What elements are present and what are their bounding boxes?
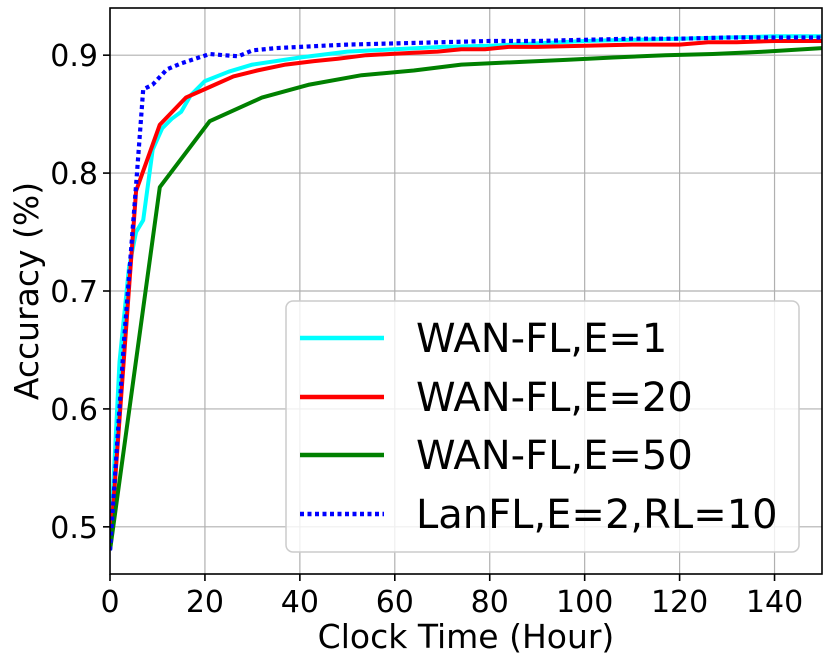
x-tick-label: 0 (100, 585, 119, 620)
series-line (110, 35, 822, 551)
x-tick-label: 140 (746, 585, 803, 620)
legend-box (285, 300, 800, 553)
legend-label: WAN-FL,E=20 (416, 375, 693, 421)
y-tick-label: 0.9 (50, 39, 98, 74)
y-tick-label: 0.8 (50, 157, 98, 192)
series-line (110, 46, 822, 551)
y-tick-label: 0.6 (50, 393, 98, 428)
series-lines (110, 34, 822, 551)
legend-label: WAN-FL,E=1 (416, 316, 667, 362)
x-tick-label: 60 (376, 585, 414, 620)
y-tick-label: 0.7 (50, 275, 98, 310)
x-axis-label: Clock Time (Hour) (318, 617, 615, 656)
axis-ticks: 0 20 40 60 80 100 120 140 0.5 0.6 0.7 0.8 0.9 (50, 39, 803, 620)
y-tick-label: 0.5 (50, 511, 98, 546)
x-tick-label: 20 (186, 585, 224, 620)
legend-label: LanFL,E=2,RL=10 (416, 492, 778, 538)
x-tick-label: 40 (281, 585, 319, 620)
x-tick-label: 100 (556, 585, 613, 620)
y-axis-label: Accuracy (%) (7, 182, 46, 400)
series-line (110, 39, 822, 551)
legend-label: WAN-FL,E=50 (416, 433, 693, 479)
x-tick-label: 80 (471, 585, 509, 620)
legend: WAN-FL,E=1 WAN-FL,E=20 WAN-FL,E=50 LanFL,E=… (285, 300, 800, 553)
x-tick-label: 120 (651, 585, 708, 620)
